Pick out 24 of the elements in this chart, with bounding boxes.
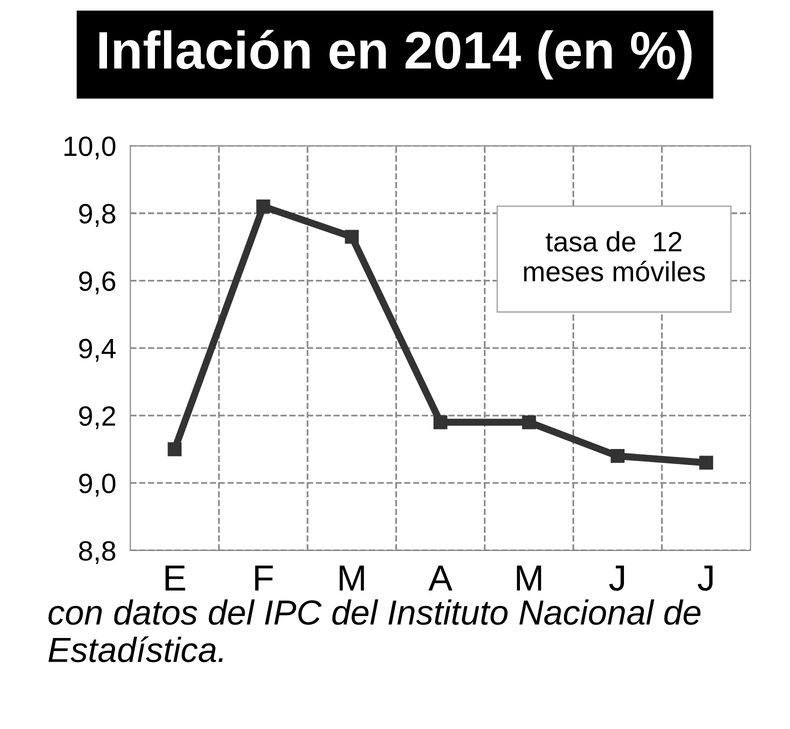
y-tick-label: 9,0 — [79, 474, 116, 497]
y-tick-label: 9,2 — [79, 406, 116, 430]
x-tick-label: A — [428, 566, 452, 590]
x-tick-label: M — [516, 566, 542, 590]
y-tick-label: 8,8 — [79, 541, 116, 564]
point — [433, 415, 448, 430]
y-tick-label: 9,6 — [79, 271, 116, 294]
point — [522, 415, 536, 430]
point — [610, 449, 625, 463]
y-tick-label: 9,8 — [79, 204, 116, 227]
point — [256, 200, 270, 214]
point — [168, 442, 182, 456]
x-tick-label: F — [255, 566, 273, 590]
x-tick-label: E — [166, 566, 186, 590]
y-tick-label: 9,4 — [79, 338, 116, 362]
text: con datos del IPC del Instituto Nacional de Estadística. — [48, 599, 700, 662]
x-tick-label: J — [698, 566, 713, 591]
x-tick-label: J — [609, 566, 624, 591]
point — [344, 230, 359, 244]
y-tick-label: 10,0 — [64, 136, 116, 160]
chart-title: Inflación en 2014 (en %) — [99, 30, 692, 80]
x-tick-label: M — [340, 566, 364, 590]
point — [699, 456, 714, 470]
annotation: tasa de 12 meses móviles — [524, 231, 705, 282]
